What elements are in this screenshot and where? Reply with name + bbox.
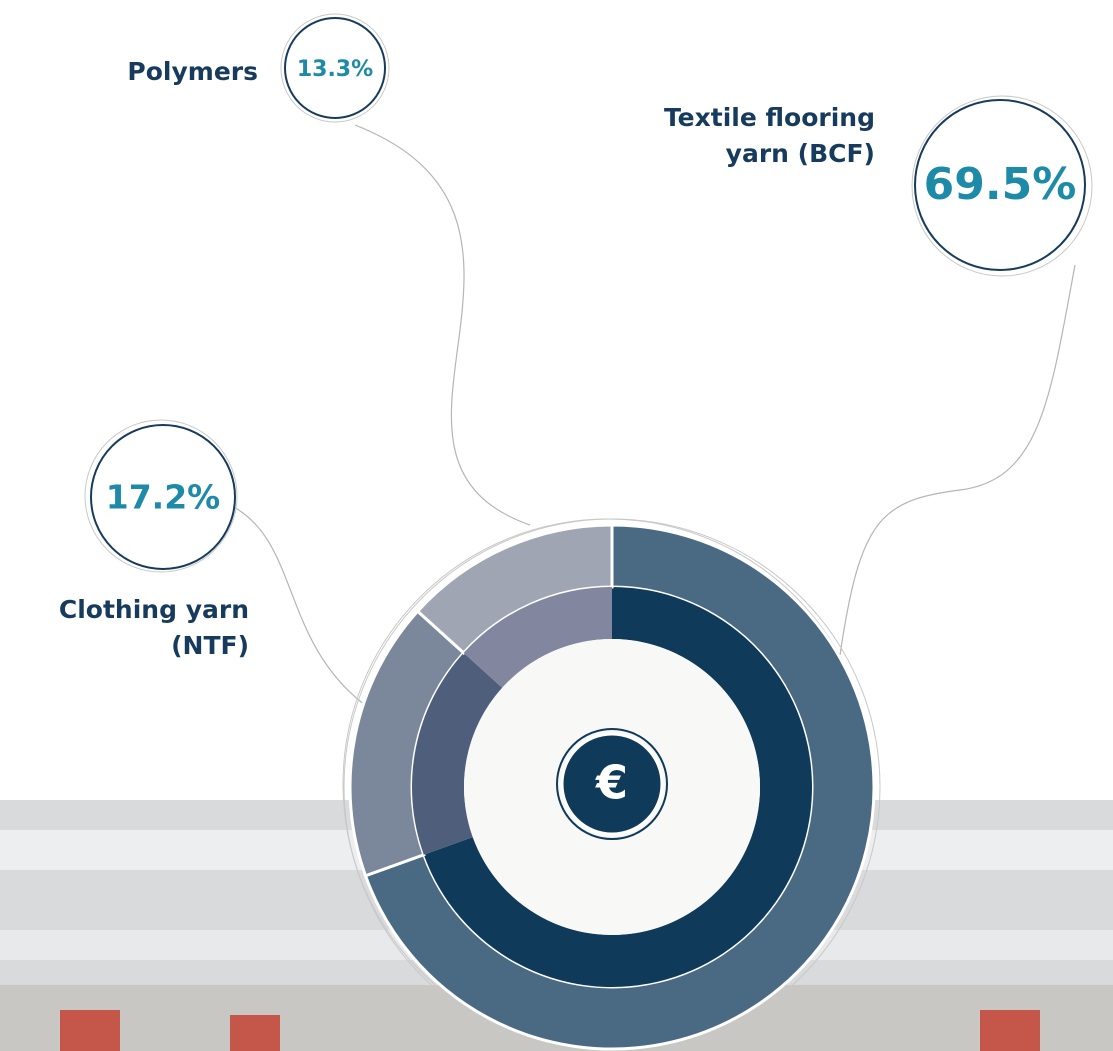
category-label: Clothing yarn (NTF) (9, 592, 249, 664)
value-label: 69.5% (924, 159, 1077, 210)
chart: € 69.5% 17.2% 13.3% (0, 0, 1113, 1051)
value-label: 17.2% (106, 478, 221, 517)
value-label: 13.3% (297, 57, 373, 82)
category-label: Textile flooring yarn (BCF) (645, 100, 875, 172)
center-label: € (595, 756, 628, 810)
category-label: Polymers (58, 54, 258, 90)
page: {"chart_data": {"type": "donut", "catego… (0, 0, 1113, 1051)
bubbles (91, 18, 1085, 569)
